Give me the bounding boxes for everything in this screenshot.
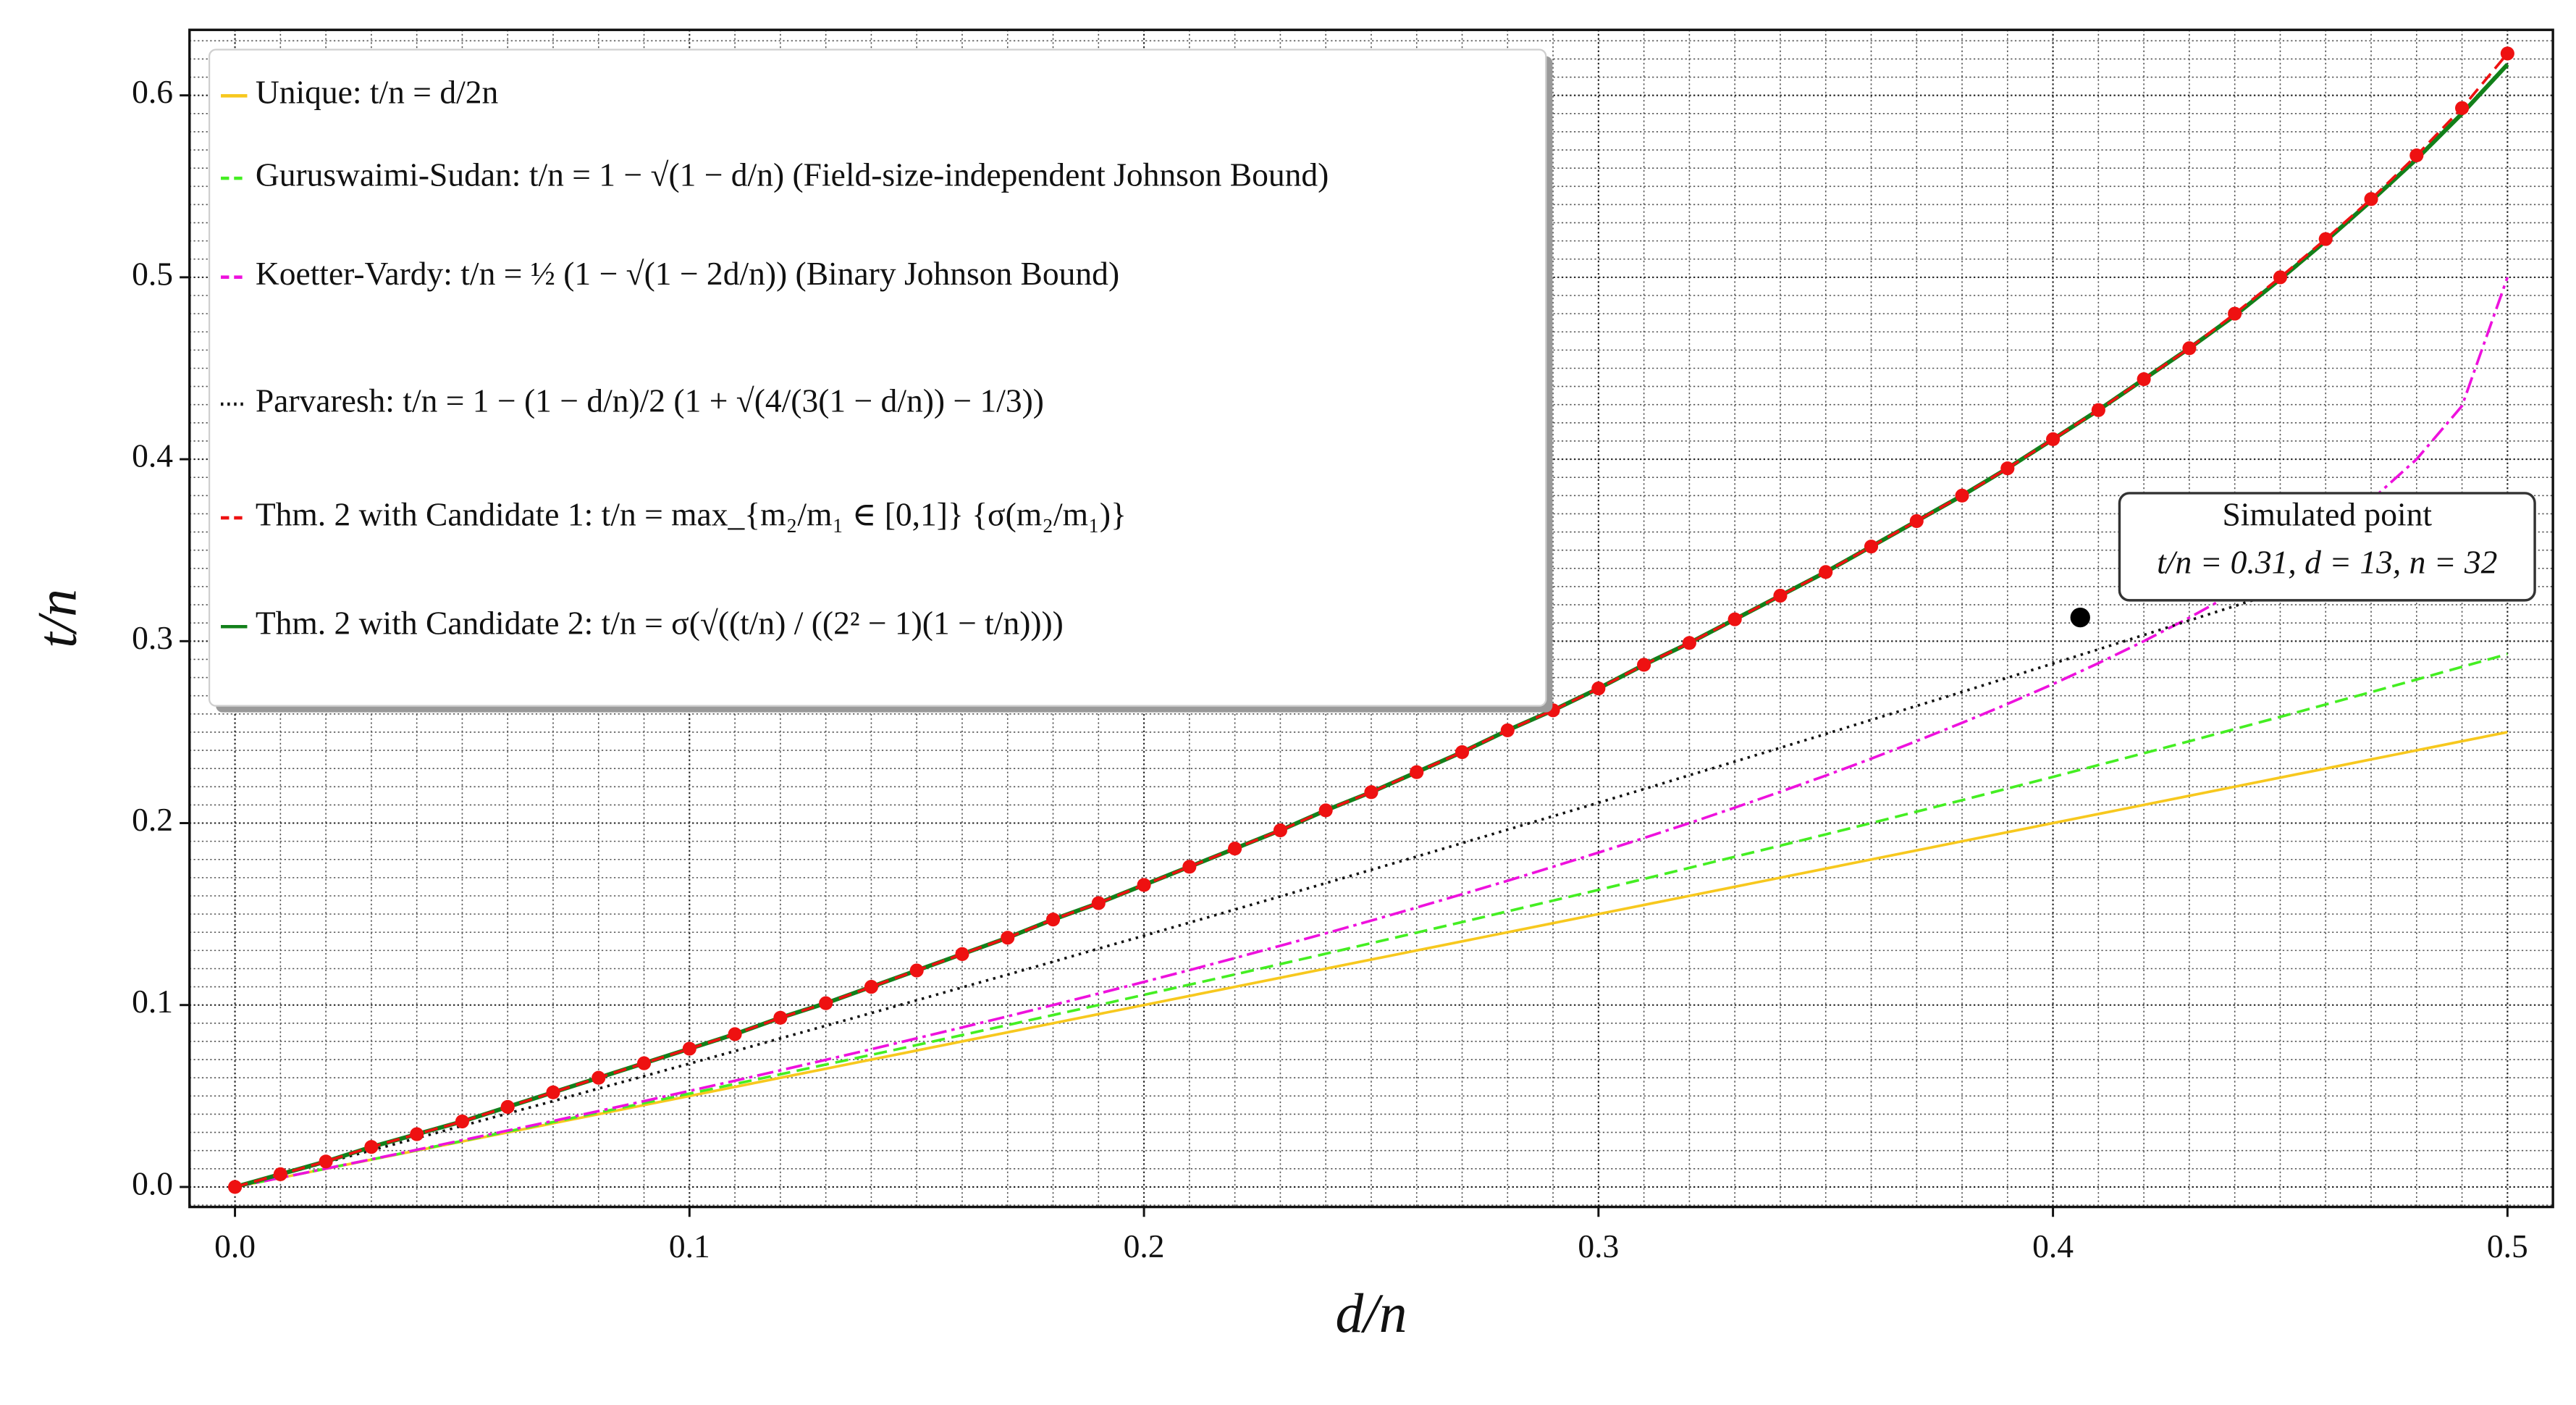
series-marker	[546, 1085, 560, 1099]
y-tick-label: 0.5	[132, 255, 173, 292]
series-line	[235, 731, 2508, 1188]
series-marker	[864, 980, 878, 994]
series-line	[235, 277, 2509, 1188]
series-marker	[2228, 306, 2242, 321]
series-marker	[2500, 46, 2514, 61]
scatter-point	[2070, 607, 2090, 628]
series-marker	[500, 1099, 515, 1114]
x-tick-label: 0.3	[1578, 1228, 1619, 1264]
series-marker	[319, 1154, 333, 1169]
legend-label: Guruswaimi-Sudan: t/n = 1 − √(1 − d/n) (…	[256, 156, 1329, 193]
series-marker	[2000, 461, 2015, 476]
series-marker	[2137, 372, 2151, 387]
series-line	[235, 653, 2508, 1188]
series-marker	[455, 1114, 470, 1129]
legend-box	[208, 49, 1547, 707]
series-marker	[1500, 723, 1515, 737]
annotation-box	[2118, 492, 2536, 602]
series-marker	[1637, 658, 1651, 672]
series-marker	[2455, 101, 2470, 115]
y-axis-label: t/n	[25, 589, 88, 648]
legend-label: Parvaresh: t/n = 1 − (1 − d/n)/2 (1 + √(…	[256, 382, 1044, 419]
series-marker	[1955, 488, 1969, 503]
series-marker	[2409, 148, 2424, 163]
series-marker	[273, 1167, 287, 1181]
y-tick-label: 0.0	[132, 1165, 173, 1201]
series-marker	[2046, 432, 2061, 447]
y-tick-label: 0.4	[132, 437, 173, 474]
series-marker	[2318, 232, 2333, 246]
series-marker	[1455, 745, 1470, 760]
series-marker	[2182, 341, 2197, 356]
series-marker	[410, 1127, 424, 1141]
series-marker	[1909, 513, 1924, 529]
annotation-text: t/n = 0.31, d = 13, n = 32	[2157, 544, 2497, 581]
series-marker	[2273, 270, 2288, 285]
series-marker	[1819, 565, 1833, 579]
series-marker	[364, 1140, 379, 1154]
series-marker	[728, 1027, 742, 1041]
series-marker	[909, 963, 924, 978]
series-line	[235, 52, 2509, 1188]
y-tick-label: 0.6	[132, 73, 173, 110]
series-marker	[1682, 636, 1696, 650]
series-marker	[1228, 842, 1242, 856]
series-marker	[1137, 878, 1151, 892]
x-axis-label: d/n	[1336, 1282, 1407, 1344]
series-marker	[1864, 540, 1879, 554]
x-tick-label: 0.1	[669, 1228, 710, 1264]
series-marker	[773, 1010, 788, 1025]
series-marker	[1364, 785, 1379, 800]
series-marker	[636, 1056, 652, 1070]
x-tick-label: 0.5	[2487, 1228, 2528, 1264]
series-marker	[2091, 403, 2105, 417]
series-marker	[1591, 681, 1606, 696]
legend-label: Thm. 2 with Candidate 2: t/n = σ(√((t/n)…	[256, 605, 1064, 642]
x-tick-label: 0.4	[2032, 1228, 2074, 1264]
legend-label: Koetter-Vardy: t/n = ½ (1 − √(1 − 2d/n))…	[256, 255, 1119, 292]
series-marker	[1318, 803, 1333, 818]
series-marker	[1001, 931, 1015, 945]
plot	[228, 46, 2514, 1194]
series-marker	[1410, 765, 1424, 779]
annotation-text: Simulated point	[2222, 495, 2432, 532]
axes: 0.0 0.1 0.2 0.3 0.4 0.5 0.0 0.1 0.2 0.3 0.4 0.5 0.6	[132, 73, 2528, 1264]
x-tick-label: 0.2	[1124, 1228, 1165, 1264]
series-line	[235, 516, 2508, 1188]
legend-label: Unique: t/n = d/2n	[256, 74, 499, 111]
y-tick-label: 0.1	[132, 983, 173, 1020]
series-marker	[955, 947, 969, 961]
plot-frame	[188, 28, 2554, 1209]
series-marker	[2364, 192, 2378, 206]
grid	[188, 30, 2554, 1207]
legend: Unique: t/n = d/2n Guruswaimi-Sudan: t/n …	[208, 49, 1553, 713]
x-tick-label: 0.0	[214, 1228, 256, 1264]
series-marker	[1273, 823, 1287, 838]
series-marker	[1727, 612, 1742, 626]
series-marker	[1045, 913, 1061, 927]
y-tick-label: 0.3	[132, 619, 173, 656]
series-marker	[819, 996, 833, 1010]
legend-label: Thm. 2 with Candidate 1: t/n = max_{m₂/m…	[256, 495, 1127, 532]
series-marker	[682, 1041, 696, 1056]
series-marker	[592, 1070, 606, 1085]
series-marker	[228, 1180, 243, 1194]
annotation: Simulated point t/n = 0.31, d = 13, n = …	[2118, 492, 2536, 602]
y-tick-label: 0.2	[132, 801, 173, 838]
series-marker	[1091, 896, 1106, 910]
series-marker	[1182, 860, 1197, 874]
series-marker	[1773, 588, 1788, 603]
